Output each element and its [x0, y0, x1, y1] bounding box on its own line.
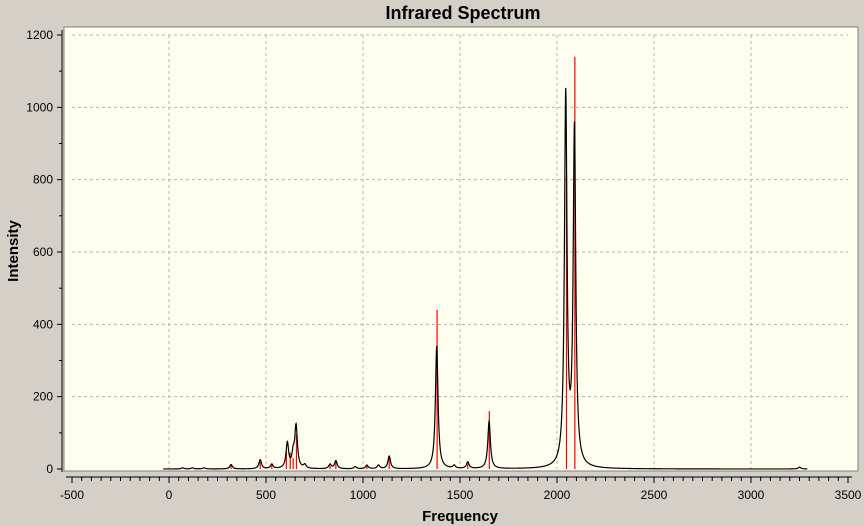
y-tick-label: 200 — [33, 390, 53, 404]
y-tick-label: 600 — [33, 245, 53, 259]
x-tick-label: 2000 — [544, 488, 571, 502]
x-tick-label: 500 — [256, 488, 276, 502]
spectrum-series — [163, 87, 808, 470]
x-tick-label: 3000 — [738, 488, 765, 502]
y-tick-label: 800 — [33, 173, 53, 187]
x-tick-label: 3500 — [835, 488, 862, 502]
x-tick-label: 0 — [166, 488, 173, 502]
spectrum-line — [163, 87, 808, 470]
y-axis-title: Intensity — [5, 220, 22, 282]
x-tick-label: 1500 — [447, 488, 474, 502]
y-tick-label: 0 — [46, 462, 53, 476]
y-tick-label: 400 — [33, 317, 53, 331]
x-axis-title: Frequency — [422, 508, 499, 525]
y-tick-label: 1000 — [26, 100, 53, 114]
y-tick-label: 1200 — [26, 28, 53, 42]
x-tick-label: -500 — [60, 488, 84, 502]
plot-area — [63, 26, 859, 472]
axes: 0 200 400 600 800 1000 1200 -500 0 500 1000 1500 200… — [26, 28, 861, 502]
x-tick-label: 2500 — [641, 488, 668, 502]
chart-title: Infrared Spectrum — [385, 3, 540, 23]
x-tick-label: 1000 — [350, 488, 377, 502]
grid-lines — [72, 34, 848, 469]
